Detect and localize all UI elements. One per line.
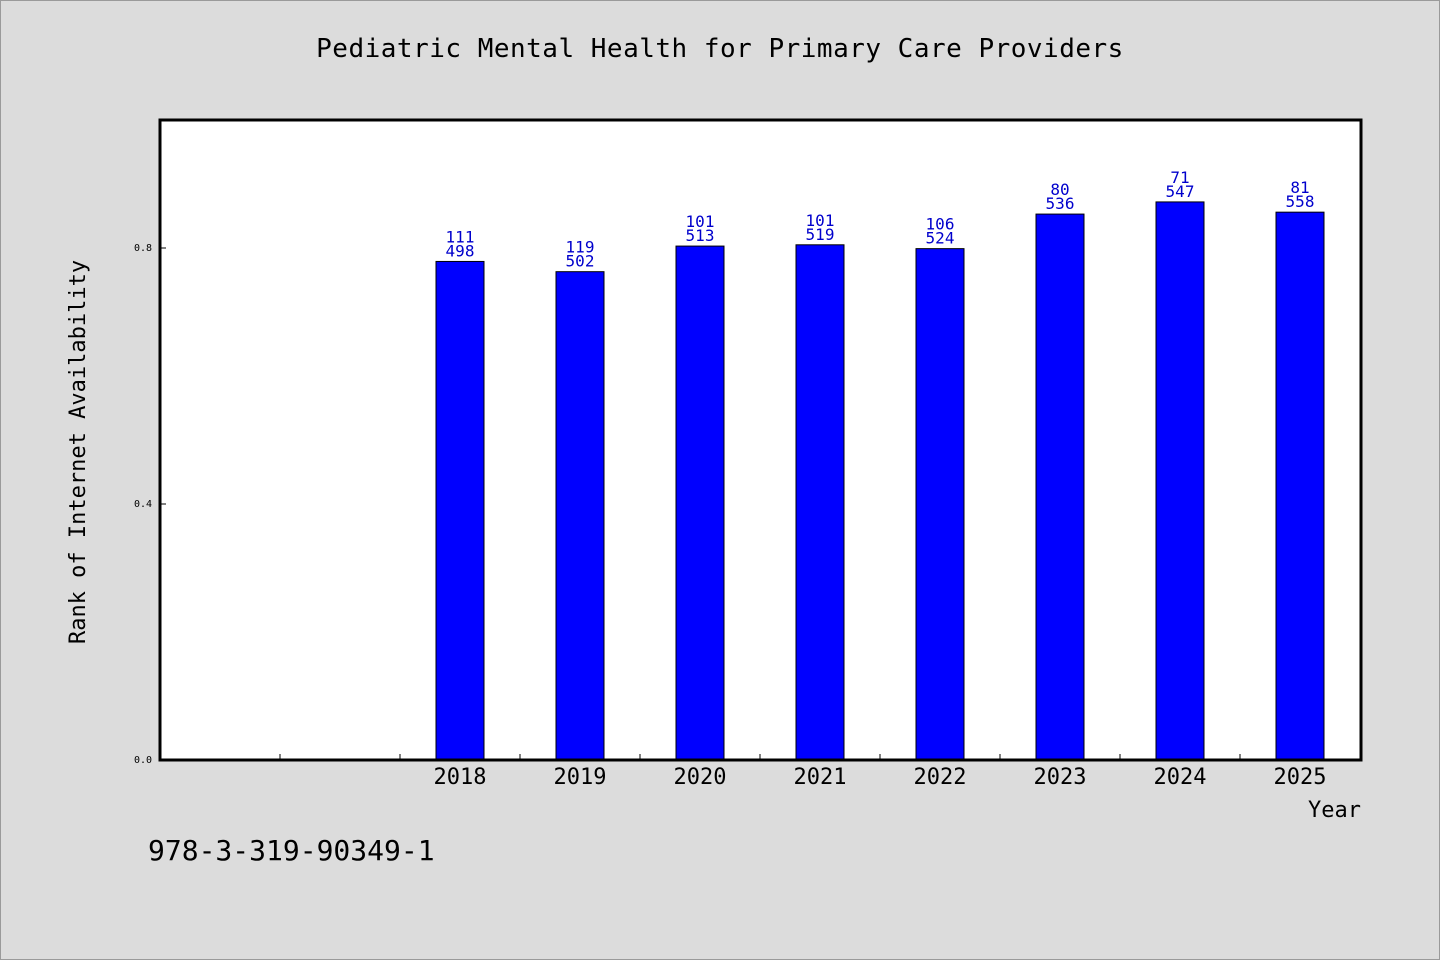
bar-label-bottom: 524 xyxy=(926,229,955,248)
bar-label-top: 106 xyxy=(926,215,955,234)
y-tick-label: 0.4 xyxy=(134,499,152,510)
bar-label-top: 119 xyxy=(566,238,595,257)
x-axis-label: Year xyxy=(1308,798,1361,823)
bar xyxy=(1275,211,1325,761)
bar-label-bottom: 519 xyxy=(806,225,835,244)
y-tick-label: 0.0 xyxy=(134,755,152,766)
bar xyxy=(1155,201,1205,761)
plot-border xyxy=(158,118,1363,762)
bar-label-bottom: 513 xyxy=(686,226,715,245)
bar-label-top: 71 xyxy=(1170,168,1189,187)
bar-label-top: 111 xyxy=(446,227,475,246)
x-tick-label: 2023 xyxy=(1034,765,1087,790)
bar-label-top: 80 xyxy=(1050,180,1069,199)
x-tick-label: 2024 xyxy=(1154,765,1207,790)
chart-title: Pediatric Mental Health for Primary Care… xyxy=(316,34,1124,64)
bar xyxy=(795,244,845,761)
bar xyxy=(435,260,485,761)
isbn-label: 978-3-319-90349-1 xyxy=(148,834,435,867)
bar-label-top: 101 xyxy=(806,211,835,230)
bar-label-bottom: 502 xyxy=(566,252,595,271)
bar-label-bottom: 558 xyxy=(1286,192,1315,211)
bar-label-top: 81 xyxy=(1290,178,1309,197)
bar xyxy=(675,245,725,761)
x-tick-label: 2020 xyxy=(674,765,727,790)
bar xyxy=(555,271,605,761)
x-tick-label: 2018 xyxy=(434,765,487,790)
bar-label-bottom: 547 xyxy=(1166,182,1195,201)
bar-label-top: 101 xyxy=(686,212,715,231)
bar-label-bottom: 536 xyxy=(1046,194,1075,213)
x-tick-label: 2022 xyxy=(914,765,967,790)
bar xyxy=(1035,213,1085,761)
x-tick-label: 2019 xyxy=(554,765,607,790)
y-tick-label: 0.8 xyxy=(134,243,152,254)
x-tick-label: 2021 xyxy=(794,765,847,790)
x-tick-label: 2025 xyxy=(1274,765,1327,790)
y-axis-label: Rank of Internet Availability xyxy=(66,260,91,644)
bar-label-bottom: 498 xyxy=(446,241,475,260)
bar xyxy=(915,248,965,761)
